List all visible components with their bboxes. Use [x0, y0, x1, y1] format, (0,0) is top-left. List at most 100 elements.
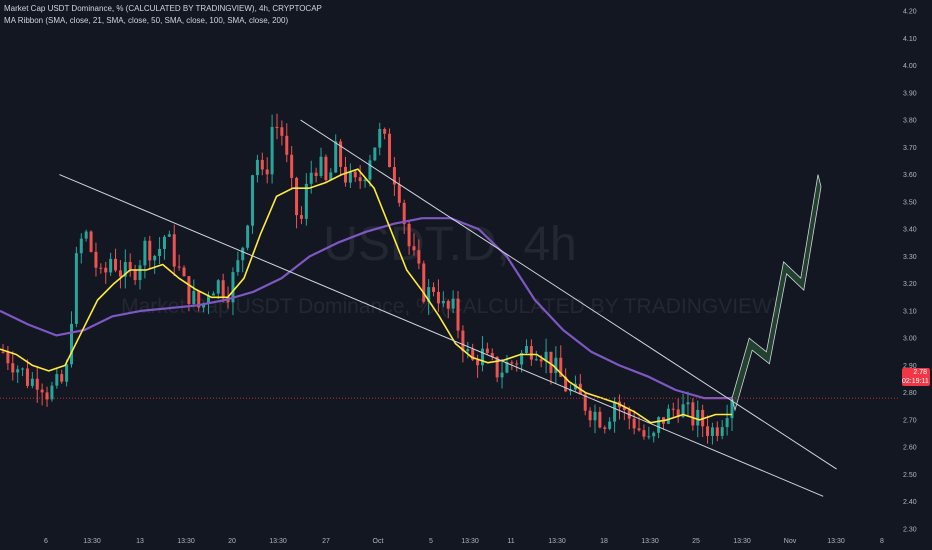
candle-body — [549, 351, 553, 373]
candle-body — [69, 323, 73, 365]
candle-body — [236, 260, 240, 273]
candle-body — [456, 298, 460, 331]
x-tick-label: 27 — [322, 538, 330, 545]
candle-body — [515, 363, 519, 365]
projection[interactable] — [731, 174, 822, 412]
candle-body — [21, 368, 25, 370]
candle-body — [534, 359, 538, 361]
candle-body — [324, 156, 328, 181]
time-axis[interactable]: 6 13:30 13 13:30 20 13:30 27 Oct 5 13:30 11 13:30 18… — [44, 538, 884, 545]
candle-body — [89, 231, 93, 252]
candle-body — [187, 276, 191, 304]
candle-body — [319, 156, 323, 177]
y-tick-label: 2.30 — [903, 527, 917, 534]
candle-body — [412, 246, 416, 251]
candle-body — [559, 357, 563, 377]
x-tick-label: 13:30 — [83, 538, 101, 545]
price-axis[interactable]: 4.20 4.10 4.00 3.90 3.80 3.70 3.60 3.50 3.40 3.30… — [903, 9, 917, 534]
candle-body — [593, 411, 597, 421]
candle-body — [1, 351, 5, 353]
candle-body — [666, 408, 670, 424]
candle-body — [202, 303, 206, 308]
watermark-description: Market Cap USDT Dominance, % (CALCULATED… — [121, 295, 779, 318]
candle-body — [270, 126, 274, 175]
trend-lines[interactable] — [59, 119, 837, 497]
candle-body — [329, 172, 333, 181]
legend-main[interactable]: Market Cap USDT Dominance, % (CALCULATED… — [4, 4, 322, 13]
candle-body — [241, 247, 245, 261]
candle-body — [285, 135, 289, 155]
candle-body — [417, 250, 421, 264]
candle-body — [691, 402, 695, 426]
x-tick-label: Nov — [784, 538, 797, 545]
y-tick-label: 2.50 — [903, 472, 917, 479]
candle-body — [632, 418, 636, 429]
candle-body — [647, 436, 651, 438]
y-tick-label: 4.00 — [903, 63, 917, 70]
candle-body — [11, 363, 15, 373]
candle-body — [353, 171, 357, 178]
candle-body — [123, 262, 127, 277]
candle-body — [485, 348, 489, 354]
candle-body — [265, 169, 269, 175]
candle-body — [172, 234, 176, 267]
candle-body — [358, 177, 362, 182]
candle-body — [720, 427, 724, 436]
x-tick-label: 13:30 — [177, 538, 195, 545]
candle-body — [510, 362, 514, 364]
candles — [1, 113, 734, 445]
y-tick-label: 4.20 — [903, 9, 917, 16]
sma-100-line — [0, 217, 732, 400]
candle-body — [167, 234, 171, 237]
candle-body — [500, 372, 504, 378]
candle-body — [490, 353, 494, 357]
candle-body — [422, 263, 426, 302]
candle-body — [216, 280, 220, 294]
candle-body — [40, 389, 44, 393]
candle-body — [314, 172, 318, 177]
candle-body — [676, 409, 680, 417]
candle-body — [363, 179, 367, 182]
y-tick-label: 3.60 — [903, 172, 917, 179]
x-tick-label: 13:30 — [269, 538, 287, 545]
y-tick-label: 3.00 — [903, 336, 917, 343]
candle-body — [74, 253, 78, 324]
candle-body — [158, 248, 162, 256]
candle-body — [104, 267, 108, 273]
trendline-lower — [59, 174, 824, 497]
candle-body — [432, 287, 436, 292]
candle-body — [525, 346, 529, 353]
candle-body — [280, 127, 284, 136]
candle-body — [260, 159, 264, 170]
candle-body — [637, 428, 641, 431]
y-tick-label: 3.40 — [903, 227, 917, 234]
x-tick-label: 5 — [429, 538, 433, 545]
candle-body — [588, 410, 592, 421]
candle-body — [505, 362, 509, 373]
y-tick-label: 4.10 — [903, 36, 917, 43]
candle-body — [334, 141, 338, 173]
candle-body — [476, 359, 480, 366]
candle-body — [461, 330, 465, 352]
candle-body — [446, 300, 450, 309]
x-tick-label: Oct — [373, 538, 384, 545]
projection-path — [731, 174, 822, 412]
candle-body — [94, 251, 98, 268]
candle-body — [60, 374, 64, 382]
candle-body — [45, 392, 49, 400]
candle-body — [730, 399, 734, 419]
candle-body — [451, 298, 455, 309]
y-tick-label: 3.70 — [903, 145, 917, 152]
candle-body — [383, 129, 387, 134]
y-tick-label: 2.90 — [903, 363, 917, 370]
y-tick-label: 3.30 — [903, 254, 917, 261]
candle-body — [309, 172, 313, 184]
legend-ma-ribbon[interactable]: MA Ribbon (SMA, close, 21, SMA, close, 5… — [4, 16, 289, 25]
candle-body — [388, 133, 392, 168]
candle-body — [16, 369, 20, 373]
y-tick-label: 3.50 — [903, 199, 917, 206]
candle-body — [564, 376, 568, 392]
candle-body — [710, 427, 714, 436]
